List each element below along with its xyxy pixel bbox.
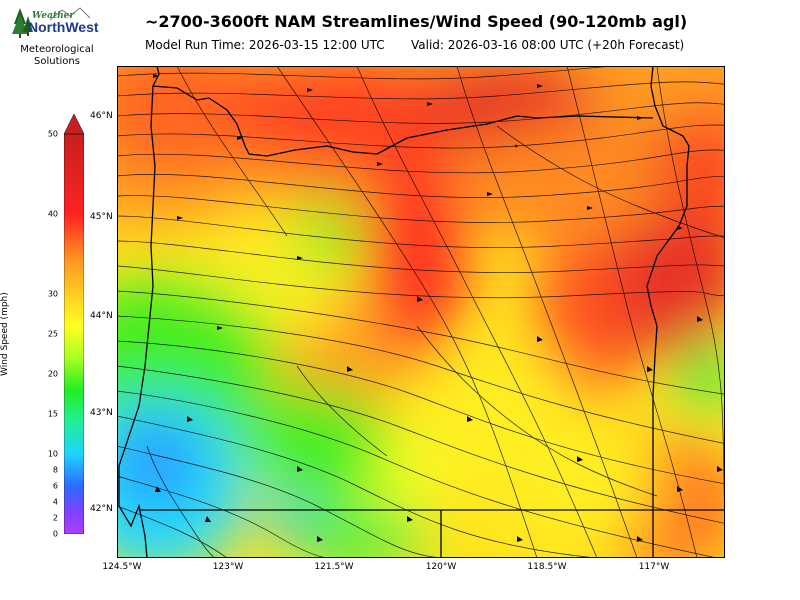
colorbar-tick: 15 <box>47 409 58 419</box>
page-title: ~2700-3600ft NAM Streamlines/Wind Speed … <box>145 12 688 31</box>
colorbar-tick: 6 <box>52 481 58 491</box>
colorbar-tick: 50 <box>47 129 58 139</box>
brand-subtitle-2: Solutions <box>34 56 80 67</box>
colorbar-tick: 10 <box>47 449 58 459</box>
brand-main: NorthWest <box>28 19 99 35</box>
lon-label: 118.5°W <box>527 562 567 572</box>
brand-top: Weather <box>32 11 75 21</box>
colorbar-tick: 40 <box>47 209 58 219</box>
lon-label: 120°W <box>425 562 457 572</box>
colorbar-label: Wind Speed (mph) <box>0 292 10 376</box>
lat-label: 45°N <box>90 212 113 222</box>
lon-label: 121.5°W <box>314 562 354 572</box>
colorbar <box>64 114 84 534</box>
colorbar-extend-triangle <box>64 114 84 135</box>
colorbar-tick: 0 <box>52 529 58 539</box>
lat-label: 46°N <box>90 111 113 121</box>
flow-arrows <box>153 74 723 542</box>
brand-subtitle-1: Meteorological <box>20 44 94 55</box>
lat-label: 43°N <box>90 408 113 418</box>
wind-speed-field <box>117 66 725 558</box>
colorbar-tick: 2 <box>52 513 58 523</box>
wind-map <box>117 66 725 558</box>
colorbar-tick: 8 <box>52 465 58 475</box>
valid-time: Valid: 2026-03-16 08:00 UTC (+20h Foreca… <box>411 38 685 52</box>
trees-icon <box>12 7 91 38</box>
model-run-time: Model Run Time: 2026-03-15 12:00 UTC <box>145 38 385 52</box>
map-border <box>117 66 725 558</box>
lon-label: 117°W <box>638 562 670 572</box>
colorbar-tick: 30 <box>47 289 58 299</box>
logo: Weather NorthWest Meteorological Solutio… <box>10 6 104 70</box>
lat-label: 42°N <box>90 504 113 514</box>
colorbar-tick: 4 <box>52 497 58 507</box>
colorbar-tick: 25 <box>47 329 58 339</box>
colorbar-tick: 20 <box>47 369 58 379</box>
lon-label: 123°W <box>212 562 244 572</box>
streamlines <box>117 66 725 558</box>
lon-label: 124.5°W <box>102 562 142 572</box>
state-boundaries <box>118 66 725 558</box>
lat-label: 44°N <box>90 311 113 321</box>
